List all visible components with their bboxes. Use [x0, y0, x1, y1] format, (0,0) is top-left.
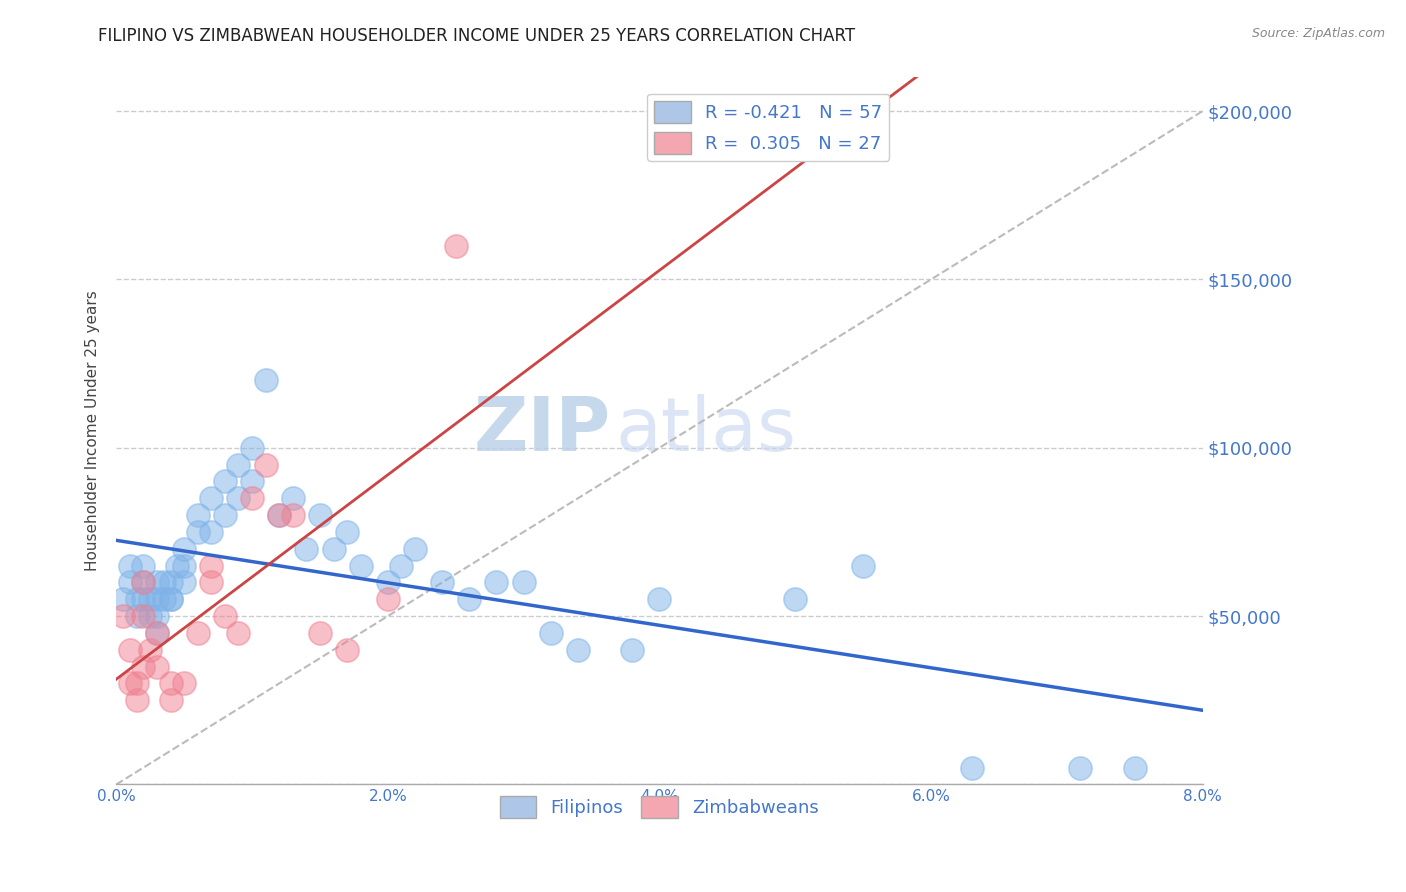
Point: [228, 491, 250, 506]
Point: [200, 558, 222, 573]
Point: [173, 558, 195, 573]
Point: [309, 626, 332, 640]
Text: ZIP: ZIP: [474, 394, 610, 467]
Point: [200, 524, 222, 539]
Point: [391, 558, 413, 573]
Point: [240, 475, 263, 489]
Point: [1069, 761, 1091, 775]
Point: [152, 575, 174, 590]
Point: [173, 676, 195, 690]
Text: atlas: atlas: [616, 394, 797, 467]
Point: [112, 592, 135, 607]
Point: [125, 609, 148, 624]
Point: [200, 575, 222, 590]
Point: [1123, 761, 1146, 775]
Point: [785, 592, 807, 607]
Point: [159, 575, 181, 590]
Point: [132, 609, 155, 624]
Point: [404, 541, 426, 556]
Point: [173, 575, 195, 590]
Point: [214, 508, 236, 522]
Point: [118, 676, 141, 690]
Point: [125, 693, 148, 707]
Point: [132, 575, 155, 590]
Point: [146, 575, 169, 590]
Point: [139, 609, 162, 624]
Point: [322, 541, 344, 556]
Point: [214, 475, 236, 489]
Point: [269, 508, 291, 522]
Point: [146, 626, 169, 640]
Point: [540, 626, 562, 640]
Point: [187, 626, 209, 640]
Text: FILIPINO VS ZIMBABWEAN HOUSEHOLDER INCOME UNDER 25 YEARS CORRELATION CHART: FILIPINO VS ZIMBABWEAN HOUSEHOLDER INCOM…: [98, 27, 855, 45]
Point: [228, 458, 250, 472]
Point: [146, 609, 169, 624]
Point: [125, 592, 148, 607]
Point: [377, 592, 399, 607]
Point: [567, 642, 589, 657]
Point: [254, 373, 277, 387]
Point: [159, 592, 181, 607]
Text: Source: ZipAtlas.com: Source: ZipAtlas.com: [1251, 27, 1385, 40]
Point: [648, 592, 671, 607]
Point: [152, 592, 174, 607]
Point: [125, 676, 148, 690]
Point: [132, 558, 155, 573]
Point: [430, 575, 453, 590]
Point: [159, 592, 181, 607]
Point: [132, 592, 155, 607]
Point: [269, 508, 291, 522]
Point: [159, 676, 181, 690]
Point: [240, 441, 263, 455]
Point: [254, 458, 277, 472]
Point: [159, 693, 181, 707]
Point: [485, 575, 508, 590]
Point: [132, 659, 155, 673]
Point: [166, 558, 188, 573]
Point: [139, 592, 162, 607]
Point: [309, 508, 332, 522]
Point: [960, 761, 983, 775]
Point: [621, 642, 644, 657]
Point: [336, 524, 359, 539]
Point: [139, 642, 162, 657]
Point: [240, 491, 263, 506]
Point: [350, 558, 373, 573]
Point: [295, 541, 318, 556]
Point: [200, 491, 222, 506]
Point: [444, 239, 467, 253]
Point: [458, 592, 481, 607]
Point: [214, 609, 236, 624]
Point: [146, 659, 169, 673]
Point: [228, 626, 250, 640]
Point: [187, 508, 209, 522]
Point: [852, 558, 875, 573]
Point: [146, 592, 169, 607]
Point: [281, 508, 304, 522]
Y-axis label: Householder Income Under 25 years: Householder Income Under 25 years: [86, 291, 100, 571]
Point: [132, 575, 155, 590]
Point: [512, 575, 534, 590]
Point: [281, 491, 304, 506]
Point: [146, 626, 169, 640]
Point: [118, 558, 141, 573]
Point: [112, 609, 135, 624]
Point: [336, 642, 359, 657]
Legend: Filipinos, Zimbabweans: Filipinos, Zimbabweans: [494, 789, 825, 825]
Point: [187, 524, 209, 539]
Point: [118, 575, 141, 590]
Point: [118, 642, 141, 657]
Point: [377, 575, 399, 590]
Point: [173, 541, 195, 556]
